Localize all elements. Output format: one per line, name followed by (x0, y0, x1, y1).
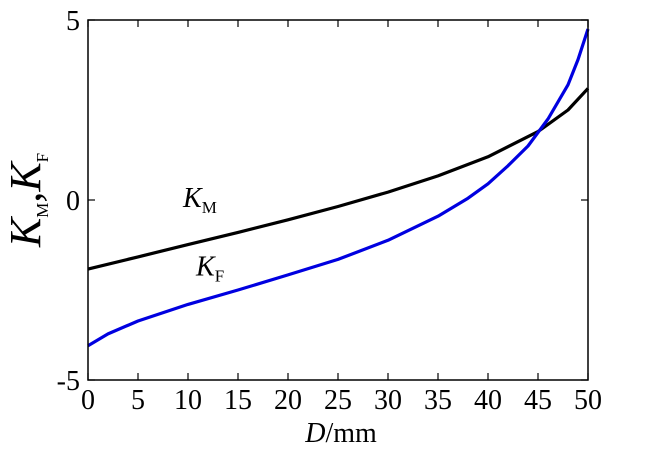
y-axis: -5 0 5 (57, 6, 588, 397)
y-label-sub2: F (33, 153, 52, 162)
x-tick-label: 10 (174, 385, 202, 416)
x-axis: 0 5 10 15 20 25 30 35 40 45 50 (81, 20, 602, 416)
plot-frame (87, 19, 589, 381)
series-label-main: K (195, 252, 216, 283)
x-tick-label: 25 (324, 385, 352, 416)
series-label-kf: KF (195, 252, 224, 286)
x-tick-label: 45 (524, 385, 552, 416)
x-label-unit: /mm (325, 418, 377, 449)
x-axis-label: D/mm (304, 418, 377, 449)
x-tick-label: 20 (274, 385, 302, 416)
series-label-sub: F (215, 267, 224, 286)
x-tick-label: 15 (224, 385, 252, 416)
y-tick-label: 5 (66, 6, 80, 37)
x-tick-label: 35 (424, 385, 452, 416)
y-tick-label: -5 (57, 366, 80, 397)
x-tick-label: 30 (374, 385, 402, 416)
series-label-main: K (182, 183, 203, 214)
x-label-main: D (304, 418, 325, 449)
plot-lines (87, 28, 590, 348)
series-line-kf (87, 28, 590, 348)
series-label-sub: M (202, 198, 217, 217)
series-line-km (87, 87, 590, 271)
x-tick-label: 5 (131, 385, 145, 416)
y-label-k2: K (1, 160, 50, 193)
x-tick-label: 40 (474, 385, 502, 416)
y-label-sep: , (1, 192, 50, 203)
y-label-k1: K (1, 215, 50, 248)
x-tick-label: 50 (574, 385, 602, 416)
series-label-km: KM (182, 183, 217, 217)
y-label-sub1: M (33, 203, 52, 218)
y-tick-label: 0 (66, 186, 80, 217)
x-tick-label: 0 (81, 385, 95, 416)
y-axis-label: KM,KF (1, 153, 52, 248)
